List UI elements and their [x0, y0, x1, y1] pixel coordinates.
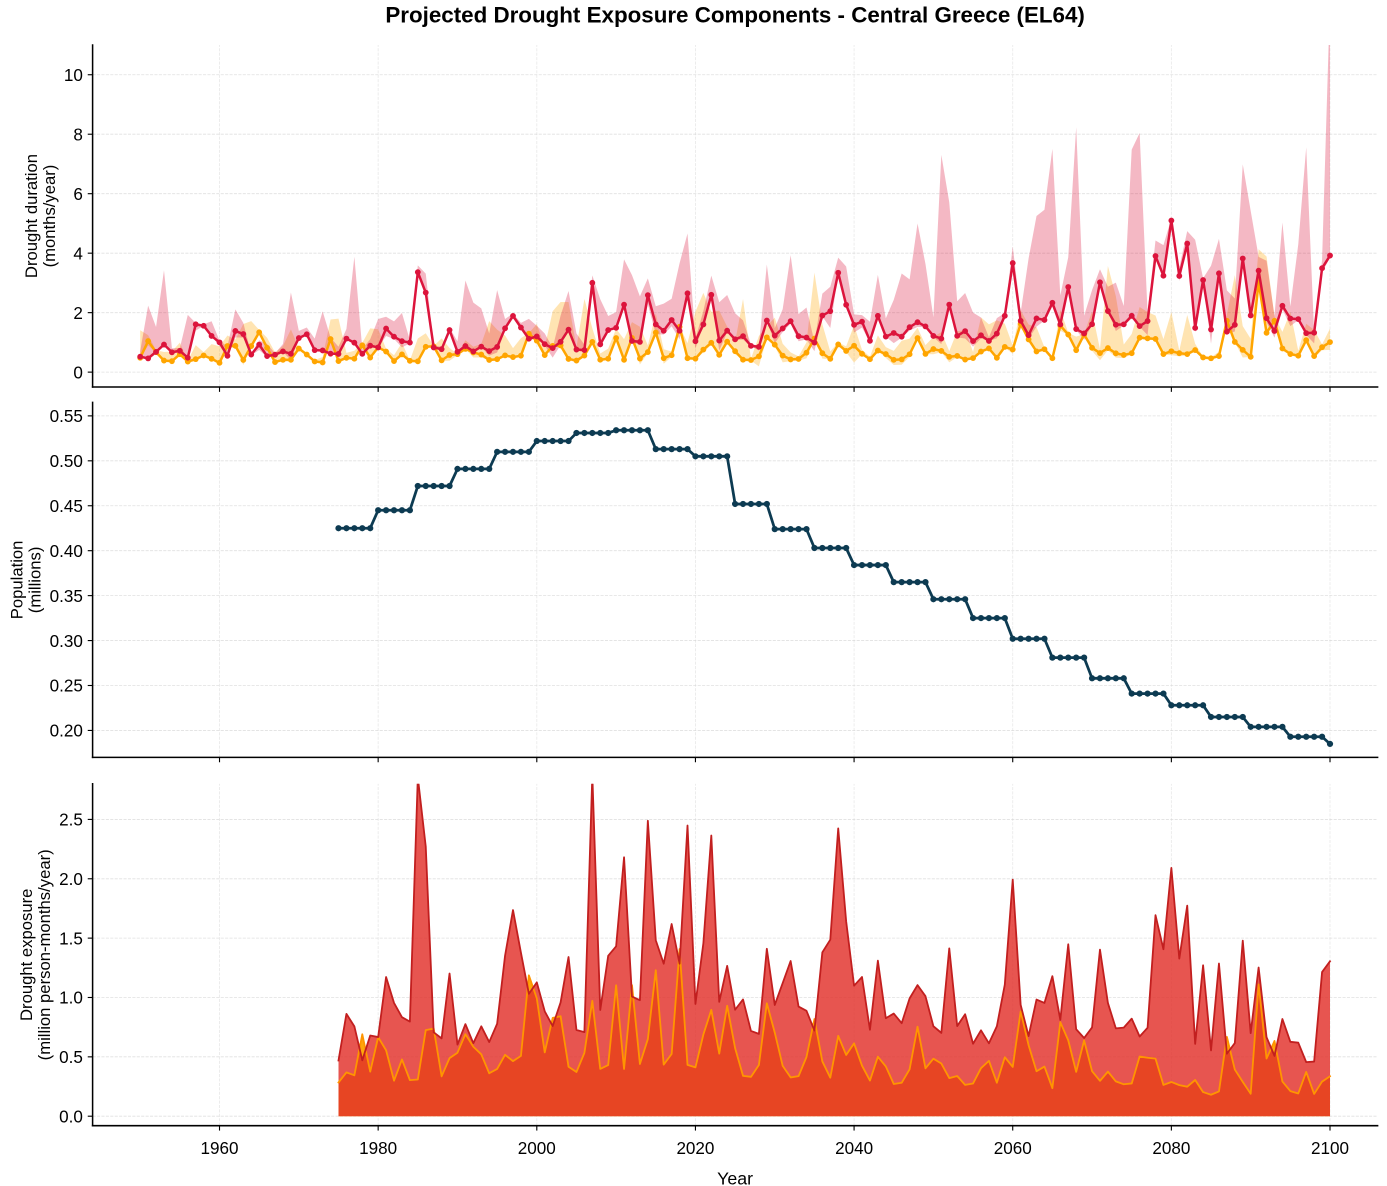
- svg-text:2.0: 2.0: [59, 870, 83, 889]
- svg-text:2100: 2100: [1311, 1139, 1349, 1158]
- svg-text:1960: 1960: [201, 1139, 239, 1158]
- svg-text:10: 10: [64, 66, 83, 85]
- svg-text:Population: Population: [8, 541, 27, 620]
- svg-text:0.20: 0.20: [50, 722, 83, 741]
- svg-text:2.5: 2.5: [59, 811, 83, 830]
- svg-text:4: 4: [73, 244, 83, 263]
- svg-text:(millions): (millions): [26, 547, 45, 614]
- svg-text:0.35: 0.35: [50, 587, 83, 606]
- svg-text:(months/year): (months/year): [40, 165, 59, 268]
- svg-text:Drought exposure: Drought exposure: [17, 889, 36, 1021]
- svg-text:Projected Drought Exposure Com: Projected Drought Exposure Components - …: [385, 3, 1084, 28]
- svg-text:1980: 1980: [359, 1139, 397, 1158]
- svg-text:0.55: 0.55: [50, 407, 83, 426]
- svg-text:(million person-months/year): (million person-months/year): [35, 849, 54, 1060]
- svg-text:2020: 2020: [676, 1139, 714, 1158]
- svg-text:0: 0: [73, 363, 83, 382]
- svg-text:0.0: 0.0: [59, 1107, 83, 1126]
- svg-text:2080: 2080: [1152, 1139, 1190, 1158]
- svg-text:1.0: 1.0: [59, 989, 83, 1008]
- svg-text:8: 8: [73, 125, 83, 144]
- svg-text:Drought duration: Drought duration: [22, 154, 41, 278]
- svg-text:2: 2: [73, 304, 83, 323]
- svg-text:2040: 2040: [835, 1139, 873, 1158]
- svg-text:0.30: 0.30: [50, 632, 83, 651]
- svg-text:Year: Year: [717, 1168, 753, 1186]
- svg-text:0.25: 0.25: [50, 677, 83, 696]
- svg-text:1.5: 1.5: [59, 929, 83, 948]
- svg-text:2000: 2000: [518, 1139, 556, 1158]
- svg-text:0.50: 0.50: [50, 452, 83, 471]
- svg-text:0.40: 0.40: [50, 542, 83, 561]
- svg-text:0.5: 0.5: [59, 1048, 83, 1067]
- svg-text:6: 6: [73, 185, 83, 204]
- svg-text:2060: 2060: [994, 1139, 1032, 1158]
- svg-text:0.45: 0.45: [50, 497, 83, 516]
